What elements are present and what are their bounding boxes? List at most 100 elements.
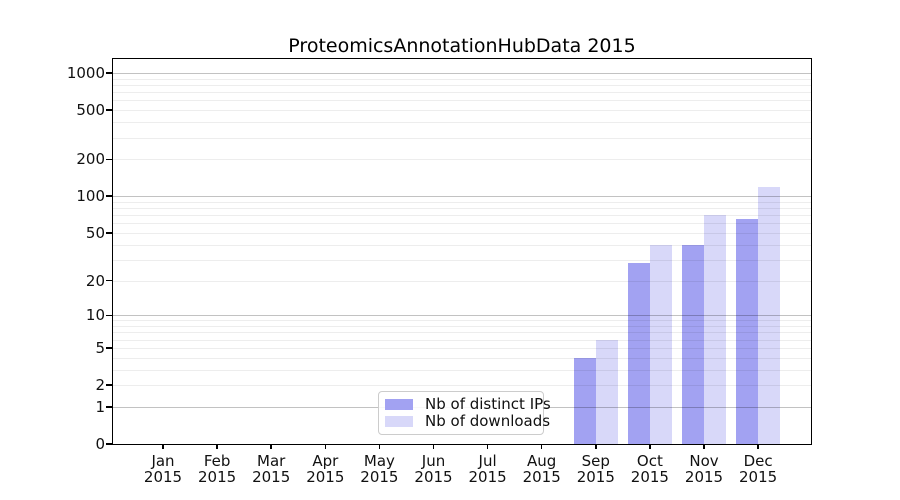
major-gridline bbox=[113, 73, 811, 75]
legend-swatch bbox=[385, 416, 413, 427]
minor-gridline bbox=[113, 232, 811, 234]
x-tick-label-apr: Apr 2015 bbox=[293, 453, 357, 485]
y-tick-label: 20 bbox=[85, 271, 105, 290]
minor-gridline bbox=[113, 159, 811, 161]
x-tick-label-nov: Nov 2015 bbox=[672, 453, 736, 485]
x-tick-label-feb: Feb 2015 bbox=[185, 453, 249, 485]
y-tick-mark bbox=[105, 109, 112, 111]
x-tick-label-mar: Mar 2015 bbox=[239, 453, 303, 485]
y-tick-label: 2 bbox=[95, 376, 105, 395]
year-label: 2015 bbox=[630, 468, 669, 486]
legend-swatch bbox=[385, 399, 413, 410]
minor-gridline bbox=[113, 347, 811, 349]
month-label: Sep bbox=[581, 452, 610, 470]
x-tick-mark bbox=[486, 444, 489, 449]
minor-gridline bbox=[113, 259, 811, 261]
minor-gridline bbox=[113, 110, 811, 112]
month-label: Feb bbox=[203, 452, 231, 470]
year-label: 2015 bbox=[739, 468, 778, 486]
y-tick-label: 200 bbox=[76, 150, 105, 169]
year-label: 2015 bbox=[360, 468, 399, 486]
legend-label: Nb of downloads bbox=[425, 412, 551, 430]
year-label: 2015 bbox=[576, 468, 615, 486]
bar-distinct-ips-nov bbox=[682, 244, 704, 444]
month-label: May bbox=[363, 452, 395, 470]
x-tick-label-may: May 2015 bbox=[347, 453, 411, 485]
x-tick-mark bbox=[378, 444, 381, 449]
year-label: 2015 bbox=[522, 468, 561, 486]
minor-gridline bbox=[113, 244, 811, 246]
minor-gridline bbox=[113, 223, 811, 225]
major-gridline bbox=[113, 196, 811, 198]
month-label: Jun bbox=[421, 452, 446, 470]
minor-gridline bbox=[113, 92, 811, 94]
year-label: 2015 bbox=[198, 468, 237, 486]
year-label: 2015 bbox=[414, 468, 453, 486]
y-tick-label: 500 bbox=[76, 101, 105, 120]
y-tick-mark bbox=[105, 279, 112, 282]
minor-gridline bbox=[113, 280, 811, 282]
minor-gridline bbox=[113, 320, 811, 322]
y-tick-label: 10 bbox=[85, 306, 105, 325]
year-label: 2015 bbox=[684, 468, 724, 486]
minor-gridline bbox=[113, 100, 811, 102]
year-label: 2015 bbox=[468, 468, 507, 486]
y-tick-label: 5 bbox=[95, 338, 105, 357]
x-tick-mark bbox=[270, 444, 272, 449]
minor-gridline bbox=[113, 122, 811, 124]
minor-gridline bbox=[113, 208, 811, 210]
x-tick-label-aug: Aug 2015 bbox=[510, 453, 574, 485]
y-tick-mark bbox=[105, 406, 112, 408]
month-label: Jan bbox=[151, 452, 175, 470]
bar-downloads-nov bbox=[704, 215, 726, 444]
minor-gridline bbox=[113, 332, 811, 334]
x-tick-mark bbox=[649, 444, 651, 449]
x-tick-label-dec: Dec 2015 bbox=[726, 453, 790, 485]
month-label: Apr bbox=[312, 452, 339, 470]
bar-downloads-dec bbox=[758, 186, 781, 444]
month-label: Jul bbox=[478, 452, 497, 470]
minor-gridline bbox=[113, 85, 811, 87]
y-tick-label: 1000 bbox=[66, 64, 105, 83]
month-label: Mar bbox=[257, 452, 286, 470]
x-tick-mark bbox=[703, 444, 705, 449]
y-tick-label: 0 bbox=[95, 435, 105, 453]
y-tick-label: 100 bbox=[76, 187, 105, 206]
month-label: Oct bbox=[636, 452, 663, 470]
x-tick-label-sep: Sep 2015 bbox=[564, 453, 628, 485]
year-label: 2015 bbox=[252, 468, 291, 486]
x-tick-label-jan: Jan 2015 bbox=[131, 453, 195, 485]
month-label: Dec bbox=[743, 452, 773, 470]
chart-title: ProteomicsAnnotationHubData 2015 bbox=[288, 35, 636, 57]
bar-downloads-oct bbox=[649, 244, 672, 444]
x-tick-mark bbox=[595, 444, 597, 449]
y-tick-mark bbox=[105, 443, 112, 445]
minor-gridline bbox=[113, 78, 811, 80]
minor-gridline bbox=[113, 339, 811, 341]
minor-gridline bbox=[113, 326, 811, 328]
x-tick-mark bbox=[216, 444, 218, 449]
bar-downloads-sep bbox=[595, 339, 618, 444]
x-tick-label-jun: Jun 2015 bbox=[402, 453, 466, 485]
x-tick-mark bbox=[162, 444, 164, 449]
bar-distinct-ips-dec bbox=[736, 219, 759, 444]
minor-gridline bbox=[113, 137, 811, 139]
month-label: Nov bbox=[689, 452, 719, 470]
x-tick-mark bbox=[324, 444, 327, 449]
bar-distinct-ips-sep bbox=[573, 357, 596, 444]
major-gridline bbox=[113, 315, 811, 317]
month-label: Aug bbox=[527, 452, 557, 470]
y-tick-mark bbox=[105, 158, 112, 161]
legend-label: Nb of distinct IPs bbox=[425, 395, 551, 413]
year-label: 2015 bbox=[306, 468, 345, 486]
legend: Nb of distinct IPs Nb of downloads bbox=[378, 391, 551, 435]
y-tick-mark bbox=[105, 232, 112, 234]
minor-gridline bbox=[113, 201, 811, 203]
plot-area bbox=[113, 59, 811, 444]
minor-gridline bbox=[113, 385, 811, 387]
minor-gridline bbox=[113, 357, 811, 359]
y-tick-mark bbox=[105, 347, 112, 349]
x-tick-mark bbox=[432, 444, 435, 449]
x-tick-mark bbox=[540, 444, 543, 449]
